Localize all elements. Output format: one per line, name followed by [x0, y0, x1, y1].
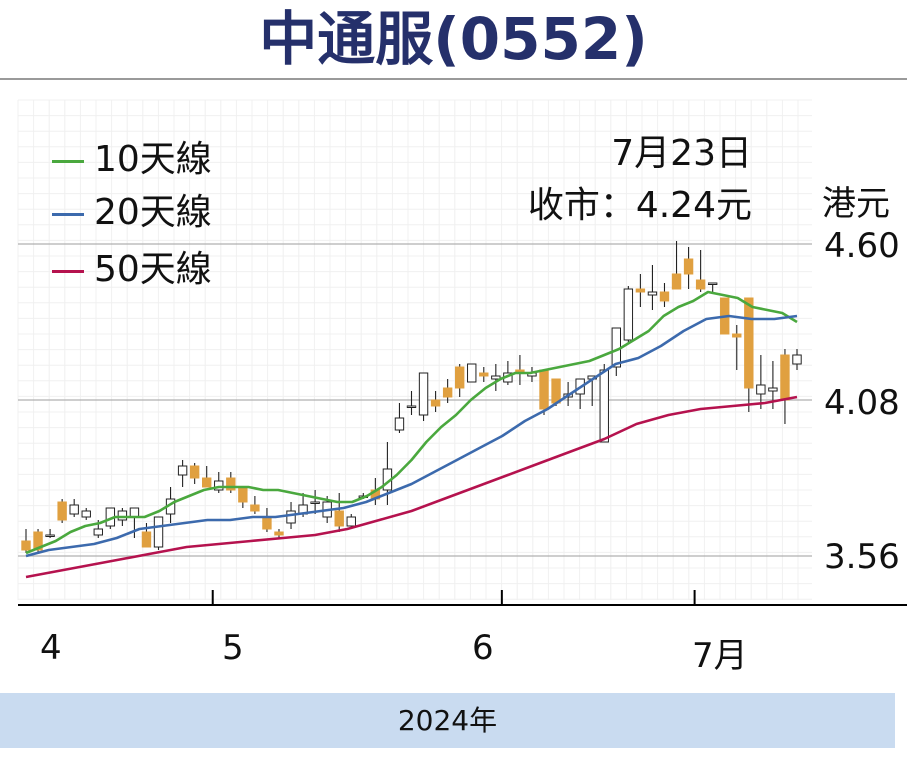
candle-body	[491, 375, 501, 380]
candle-body	[33, 531, 43, 551]
legend-item-ma50: 50天線	[52, 250, 212, 290]
legend-label-ma20: 20天線	[94, 192, 212, 233]
ma-line-50	[25, 395, 798, 579]
legend-item-ma10: 10天線	[52, 140, 212, 180]
candle-body	[250, 504, 260, 512]
candle-body	[430, 399, 441, 407]
candle-body	[57, 501, 67, 521]
candle-body	[683, 258, 694, 275]
candle-body	[310, 501, 320, 504]
candle-body	[117, 510, 128, 521]
candle-body	[262, 516, 272, 530]
candle-body	[69, 504, 79, 515]
candle-body	[274, 531, 284, 536]
candle-body	[635, 288, 646, 293]
x-month-label: 5	[222, 628, 244, 668]
candle-body	[202, 477, 212, 488]
candle-body	[551, 378, 561, 404]
candle-body	[189, 465, 200, 479]
x-month-label: 6	[472, 628, 494, 668]
candle-body	[346, 516, 356, 527]
annotation-date: 7月23日	[611, 133, 752, 174]
candle-body	[177, 465, 188, 476]
candle-body	[81, 510, 91, 518]
candle-body	[286, 510, 296, 524]
candle-body	[45, 534, 55, 537]
candle-body	[792, 354, 802, 365]
y-tick-label: 4.08	[824, 383, 900, 423]
candle-body	[623, 288, 634, 341]
y-tick-label: 4.60	[824, 226, 900, 266]
year-footer: 2024年	[0, 693, 895, 748]
candle-body	[768, 387, 778, 392]
candle-body	[238, 486, 248, 503]
x-month-label: 4	[40, 628, 62, 668]
candle-body	[442, 387, 453, 398]
candle-body	[659, 291, 670, 302]
candle-body	[153, 516, 164, 548]
candle-body	[780, 354, 790, 401]
candle-body	[454, 366, 465, 389]
candle-body	[418, 372, 429, 416]
candlestick-chart	[17, 99, 812, 606]
candle-body	[214, 480, 224, 491]
candle-body	[129, 507, 140, 518]
candle-body	[334, 510, 344, 527]
legend-swatch-ma10	[52, 159, 84, 163]
x-month-label: 7月	[692, 636, 748, 676]
candle-body	[226, 477, 236, 491]
title-divider	[0, 78, 907, 80]
candle-body	[21, 540, 31, 551]
legend-swatch-ma20	[52, 212, 84, 216]
candle-body	[479, 372, 489, 377]
ma-line-20	[25, 314, 798, 558]
legend-label-ma50: 50天線	[94, 249, 212, 290]
y-tick-label: 3.56	[824, 537, 900, 577]
candle-body	[695, 279, 706, 290]
chart-title: 中通服(0552)	[259, 5, 648, 73]
candle-body	[732, 333, 742, 338]
candle-body	[756, 384, 766, 395]
legend-swatch-ma50	[52, 269, 84, 273]
candle-body	[539, 369, 549, 410]
candle-body	[394, 417, 405, 431]
annotation-close: 收市：4.24元	[527, 185, 752, 226]
candle-body	[744, 297, 754, 389]
ma-line-10	[25, 290, 798, 555]
candle-body	[141, 531, 152, 548]
candle-body	[647, 291, 658, 296]
y-unit-label: 港元	[822, 184, 890, 224]
legend-item-ma20: 20天線	[52, 193, 212, 233]
x-axis-baseline	[18, 604, 907, 606]
candle-body	[467, 363, 477, 383]
candle-body	[406, 405, 417, 408]
legend-label-ma10: 10天線	[94, 139, 212, 180]
candle-body	[707, 282, 718, 285]
candle-body	[93, 528, 103, 536]
candle-body	[671, 273, 682, 290]
candle-body	[599, 369, 609, 443]
